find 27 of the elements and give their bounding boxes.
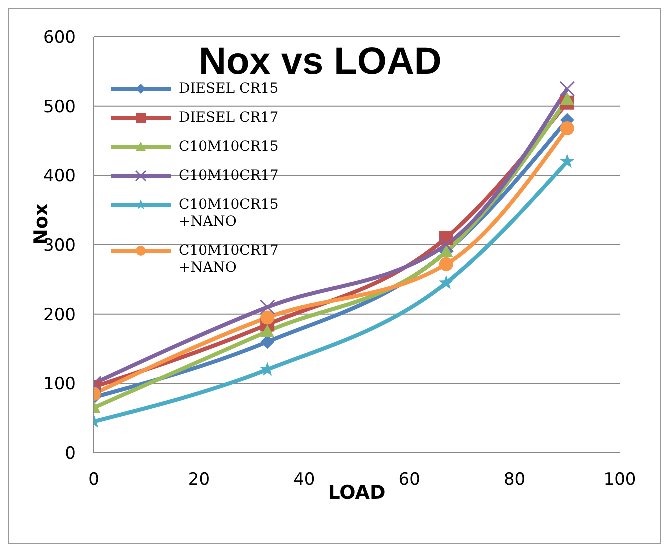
point xyxy=(560,122,574,136)
point xyxy=(439,257,454,272)
point xyxy=(560,81,576,97)
y-tick-label: 200 xyxy=(44,305,76,326)
legend-label: C10M10CR15 xyxy=(179,139,279,156)
y-tick-label: 100 xyxy=(44,374,76,395)
x-tick-label: 60 xyxy=(398,470,420,490)
point xyxy=(560,92,574,105)
point xyxy=(560,154,575,168)
legend-label: C10M10CR17 +NANO xyxy=(179,243,279,277)
point xyxy=(439,275,454,290)
legend-label: DIESEL CR15 xyxy=(179,81,279,98)
x-tick-label: 20 xyxy=(188,470,210,490)
x-tick-label: 40 xyxy=(294,470,316,490)
point xyxy=(438,237,454,253)
y-tick-label: 400 xyxy=(44,166,76,187)
x-tick-label: 100 xyxy=(604,470,636,490)
y-tick-label: 500 xyxy=(44,97,76,118)
x-tick-label: 0 xyxy=(88,470,100,490)
legend-label: C10M10CR17 xyxy=(179,168,279,185)
y-tick-label: 600 xyxy=(44,28,76,48)
chart-title: Nox vs LOAD xyxy=(199,41,442,83)
y-tick-label: 0 xyxy=(65,444,76,464)
legend-label: C10M10CR15 +NANO xyxy=(179,197,279,231)
x-tick-label: 80 xyxy=(504,470,526,490)
x-axis-title: LOAD xyxy=(328,482,386,504)
legend-label: DIESEL CR17 xyxy=(179,110,279,127)
